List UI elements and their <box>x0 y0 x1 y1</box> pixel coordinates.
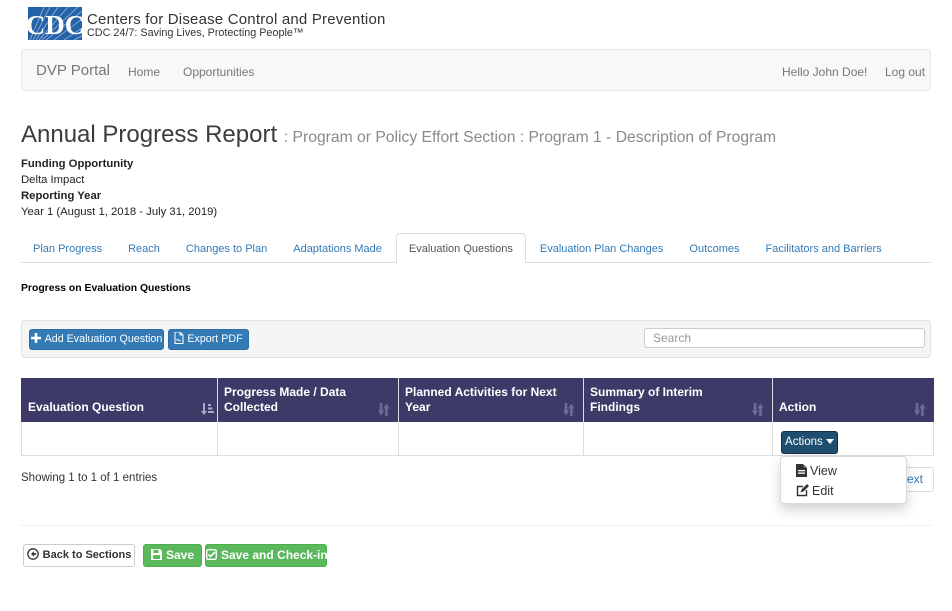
svg-text:CDC: CDC <box>28 10 82 40</box>
